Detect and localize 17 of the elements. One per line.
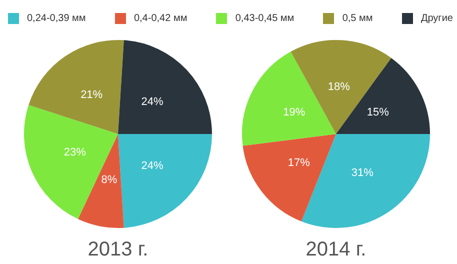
legend-label: 0,4-0,42 мм [132, 13, 188, 24]
data-label: 19% [283, 106, 306, 119]
data-label: 8% [101, 174, 118, 186]
legend-label: Другие [420, 13, 453, 24]
data-label: 21% [80, 89, 103, 102]
data-label: 18% [328, 81, 350, 94]
legend-label: 0,24-0,39 мм [26, 13, 86, 24]
data-label: 24% [141, 96, 164, 108]
data-label: 24% [141, 160, 164, 172]
data-label: 23% [64, 146, 86, 159]
text: 2014 г. [306, 238, 366, 261]
legend-label: 0,5 мм [341, 13, 373, 24]
legend-label: 0,43-0,45 мм [234, 13, 294, 24]
data-label: 31% [351, 166, 374, 179]
text: 2013 г. [88, 238, 148, 261]
data-label: 17% [288, 156, 310, 169]
data-label: 15% [366, 106, 390, 119]
